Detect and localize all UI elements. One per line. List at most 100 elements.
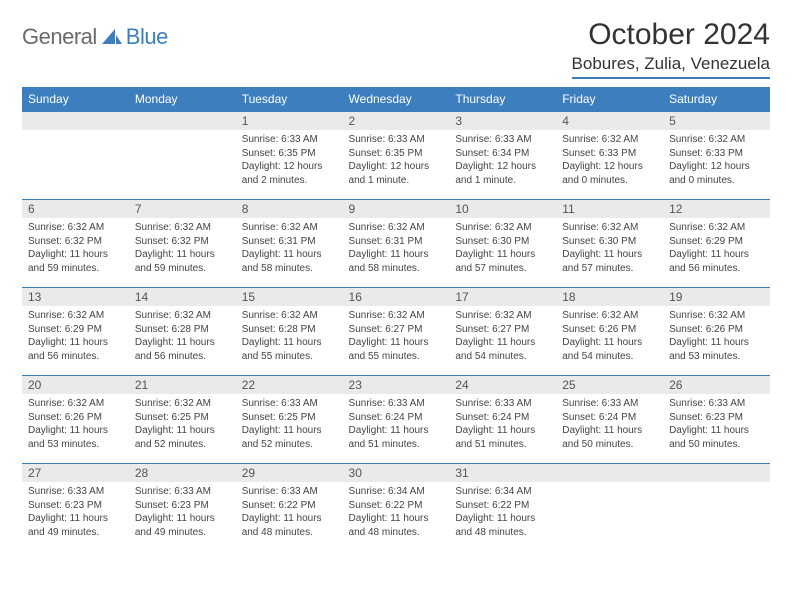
day-details: Sunrise: 6:34 AMSunset: 6:22 PMDaylight:… (449, 482, 556, 543)
day-details: Sunrise: 6:32 AMSunset: 6:31 PMDaylight:… (236, 218, 343, 279)
day-number: 26 (663, 375, 770, 394)
sunrise-line: Sunrise: 6:32 AM (562, 221, 657, 235)
sunrise-line: Sunrise: 6:32 AM (669, 309, 764, 323)
calendar-cell: 10Sunrise: 6:32 AMSunset: 6:30 PMDayligh… (449, 199, 556, 287)
sunrise-line: Sunrise: 6:32 AM (455, 221, 550, 235)
sunrise-line: Sunrise: 6:34 AM (349, 485, 444, 499)
day-number: 12 (663, 199, 770, 218)
daylight-line: Daylight: 11 hours and 52 minutes. (242, 424, 337, 451)
daylight-line: Daylight: 11 hours and 50 minutes. (669, 424, 764, 451)
sunrise-line: Sunrise: 6:33 AM (28, 485, 123, 499)
daylight-line: Daylight: 11 hours and 55 minutes. (349, 336, 444, 363)
sunset-line: Sunset: 6:31 PM (242, 235, 337, 249)
daylight-line: Daylight: 11 hours and 57 minutes. (562, 248, 657, 275)
sunrise-line: Sunrise: 6:33 AM (455, 397, 550, 411)
calendar-cell: 23Sunrise: 6:33 AMSunset: 6:24 PMDayligh… (343, 375, 450, 463)
day-header: Wednesday (343, 87, 450, 111)
sunset-line: Sunset: 6:22 PM (455, 499, 550, 513)
calendar-week: 13Sunrise: 6:32 AMSunset: 6:29 PMDayligh… (22, 287, 770, 375)
day-number: 1 (236, 111, 343, 130)
day-details: Sunrise: 6:32 AMSunset: 6:32 PMDaylight:… (22, 218, 129, 279)
day-number: 2 (343, 111, 450, 130)
calendar-cell: 26Sunrise: 6:33 AMSunset: 6:23 PMDayligh… (663, 375, 770, 463)
day-number (22, 111, 129, 130)
day-details: Sunrise: 6:32 AMSunset: 6:27 PMDaylight:… (343, 306, 450, 367)
day-number (129, 111, 236, 130)
sunrise-line: Sunrise: 6:32 AM (135, 397, 230, 411)
day-number: 23 (343, 375, 450, 394)
sunrise-line: Sunrise: 6:33 AM (135, 485, 230, 499)
daylight-line: Daylight: 11 hours and 54 minutes. (455, 336, 550, 363)
day-number: 17 (449, 287, 556, 306)
calendar-cell: 29Sunrise: 6:33 AMSunset: 6:22 PMDayligh… (236, 463, 343, 551)
day-details: Sunrise: 6:32 AMSunset: 6:28 PMDaylight:… (129, 306, 236, 367)
calendar-cell: 13Sunrise: 6:32 AMSunset: 6:29 PMDayligh… (22, 287, 129, 375)
day-details: Sunrise: 6:32 AMSunset: 6:30 PMDaylight:… (449, 218, 556, 279)
day-details: Sunrise: 6:33 AMSunset: 6:23 PMDaylight:… (663, 394, 770, 455)
sunset-line: Sunset: 6:33 PM (669, 147, 764, 161)
calendar-cell: 7Sunrise: 6:32 AMSunset: 6:32 PMDaylight… (129, 199, 236, 287)
daylight-line: Daylight: 11 hours and 59 minutes. (28, 248, 123, 275)
header: General Blue October 2024 Bobures, Zulia… (22, 18, 770, 79)
day-number: 31 (449, 463, 556, 482)
day-details: Sunrise: 6:32 AMSunset: 6:26 PMDaylight:… (22, 394, 129, 455)
day-details: Sunrise: 6:32 AMSunset: 6:32 PMDaylight:… (129, 218, 236, 279)
day-header: Tuesday (236, 87, 343, 111)
sunrise-line: Sunrise: 6:32 AM (28, 221, 123, 235)
calendar-cell: 11Sunrise: 6:32 AMSunset: 6:30 PMDayligh… (556, 199, 663, 287)
calendar-cell: 25Sunrise: 6:33 AMSunset: 6:24 PMDayligh… (556, 375, 663, 463)
daylight-line: Daylight: 11 hours and 57 minutes. (455, 248, 550, 275)
day-header: Friday (556, 87, 663, 111)
sunset-line: Sunset: 6:25 PM (242, 411, 337, 425)
sunset-line: Sunset: 6:34 PM (455, 147, 550, 161)
sunrise-line: Sunrise: 6:32 AM (28, 309, 123, 323)
day-details: Sunrise: 6:32 AMSunset: 6:26 PMDaylight:… (556, 306, 663, 367)
sunrise-line: Sunrise: 6:33 AM (455, 133, 550, 147)
daylight-line: Daylight: 12 hours and 0 minutes. (669, 160, 764, 187)
location-line: Bobures, Zulia, Venezuela (572, 54, 770, 79)
day-details: Sunrise: 6:33 AMSunset: 6:23 PMDaylight:… (22, 482, 129, 543)
day-number: 19 (663, 287, 770, 306)
day-details: Sunrise: 6:32 AMSunset: 6:28 PMDaylight:… (236, 306, 343, 367)
sunset-line: Sunset: 6:35 PM (242, 147, 337, 161)
calendar-cell (556, 463, 663, 551)
day-number: 3 (449, 111, 556, 130)
day-details: Sunrise: 6:34 AMSunset: 6:22 PMDaylight:… (343, 482, 450, 543)
calendar-cell: 24Sunrise: 6:33 AMSunset: 6:24 PMDayligh… (449, 375, 556, 463)
daylight-line: Daylight: 11 hours and 55 minutes. (242, 336, 337, 363)
sunset-line: Sunset: 6:26 PM (669, 323, 764, 337)
day-number: 13 (22, 287, 129, 306)
day-number: 30 (343, 463, 450, 482)
sunrise-line: Sunrise: 6:33 AM (562, 397, 657, 411)
daylight-line: Daylight: 11 hours and 59 minutes. (135, 248, 230, 275)
daylight-line: Daylight: 11 hours and 48 minutes. (242, 512, 337, 539)
day-header-row: Sunday Monday Tuesday Wednesday Thursday… (22, 87, 770, 111)
sunset-line: Sunset: 6:29 PM (669, 235, 764, 249)
sunset-line: Sunset: 6:28 PM (135, 323, 230, 337)
sunrise-line: Sunrise: 6:33 AM (242, 485, 337, 499)
day-number: 29 (236, 463, 343, 482)
calendar-cell: 5Sunrise: 6:32 AMSunset: 6:33 PMDaylight… (663, 111, 770, 199)
day-number: 5 (663, 111, 770, 130)
calendar-week: 1Sunrise: 6:33 AMSunset: 6:35 PMDaylight… (22, 111, 770, 199)
sunrise-line: Sunrise: 6:32 AM (135, 221, 230, 235)
sunset-line: Sunset: 6:33 PM (562, 147, 657, 161)
brand-word2: Blue (126, 24, 168, 50)
day-number: 6 (22, 199, 129, 218)
sunrise-line: Sunrise: 6:33 AM (242, 133, 337, 147)
sunrise-line: Sunrise: 6:32 AM (562, 133, 657, 147)
sunset-line: Sunset: 6:30 PM (562, 235, 657, 249)
sunset-line: Sunset: 6:29 PM (28, 323, 123, 337)
day-details: Sunrise: 6:32 AMSunset: 6:27 PMDaylight:… (449, 306, 556, 367)
daylight-line: Daylight: 11 hours and 51 minutes. (455, 424, 550, 451)
calendar-cell: 1Sunrise: 6:33 AMSunset: 6:35 PMDaylight… (236, 111, 343, 199)
day-number: 10 (449, 199, 556, 218)
sunset-line: Sunset: 6:35 PM (349, 147, 444, 161)
day-number (663, 463, 770, 482)
calendar-cell: 15Sunrise: 6:32 AMSunset: 6:28 PMDayligh… (236, 287, 343, 375)
daylight-line: Daylight: 11 hours and 48 minutes. (455, 512, 550, 539)
calendar-cell: 6Sunrise: 6:32 AMSunset: 6:32 PMDaylight… (22, 199, 129, 287)
brand-logo: General Blue (22, 18, 168, 50)
day-details: Sunrise: 6:32 AMSunset: 6:29 PMDaylight:… (22, 306, 129, 367)
sunrise-line: Sunrise: 6:32 AM (455, 309, 550, 323)
